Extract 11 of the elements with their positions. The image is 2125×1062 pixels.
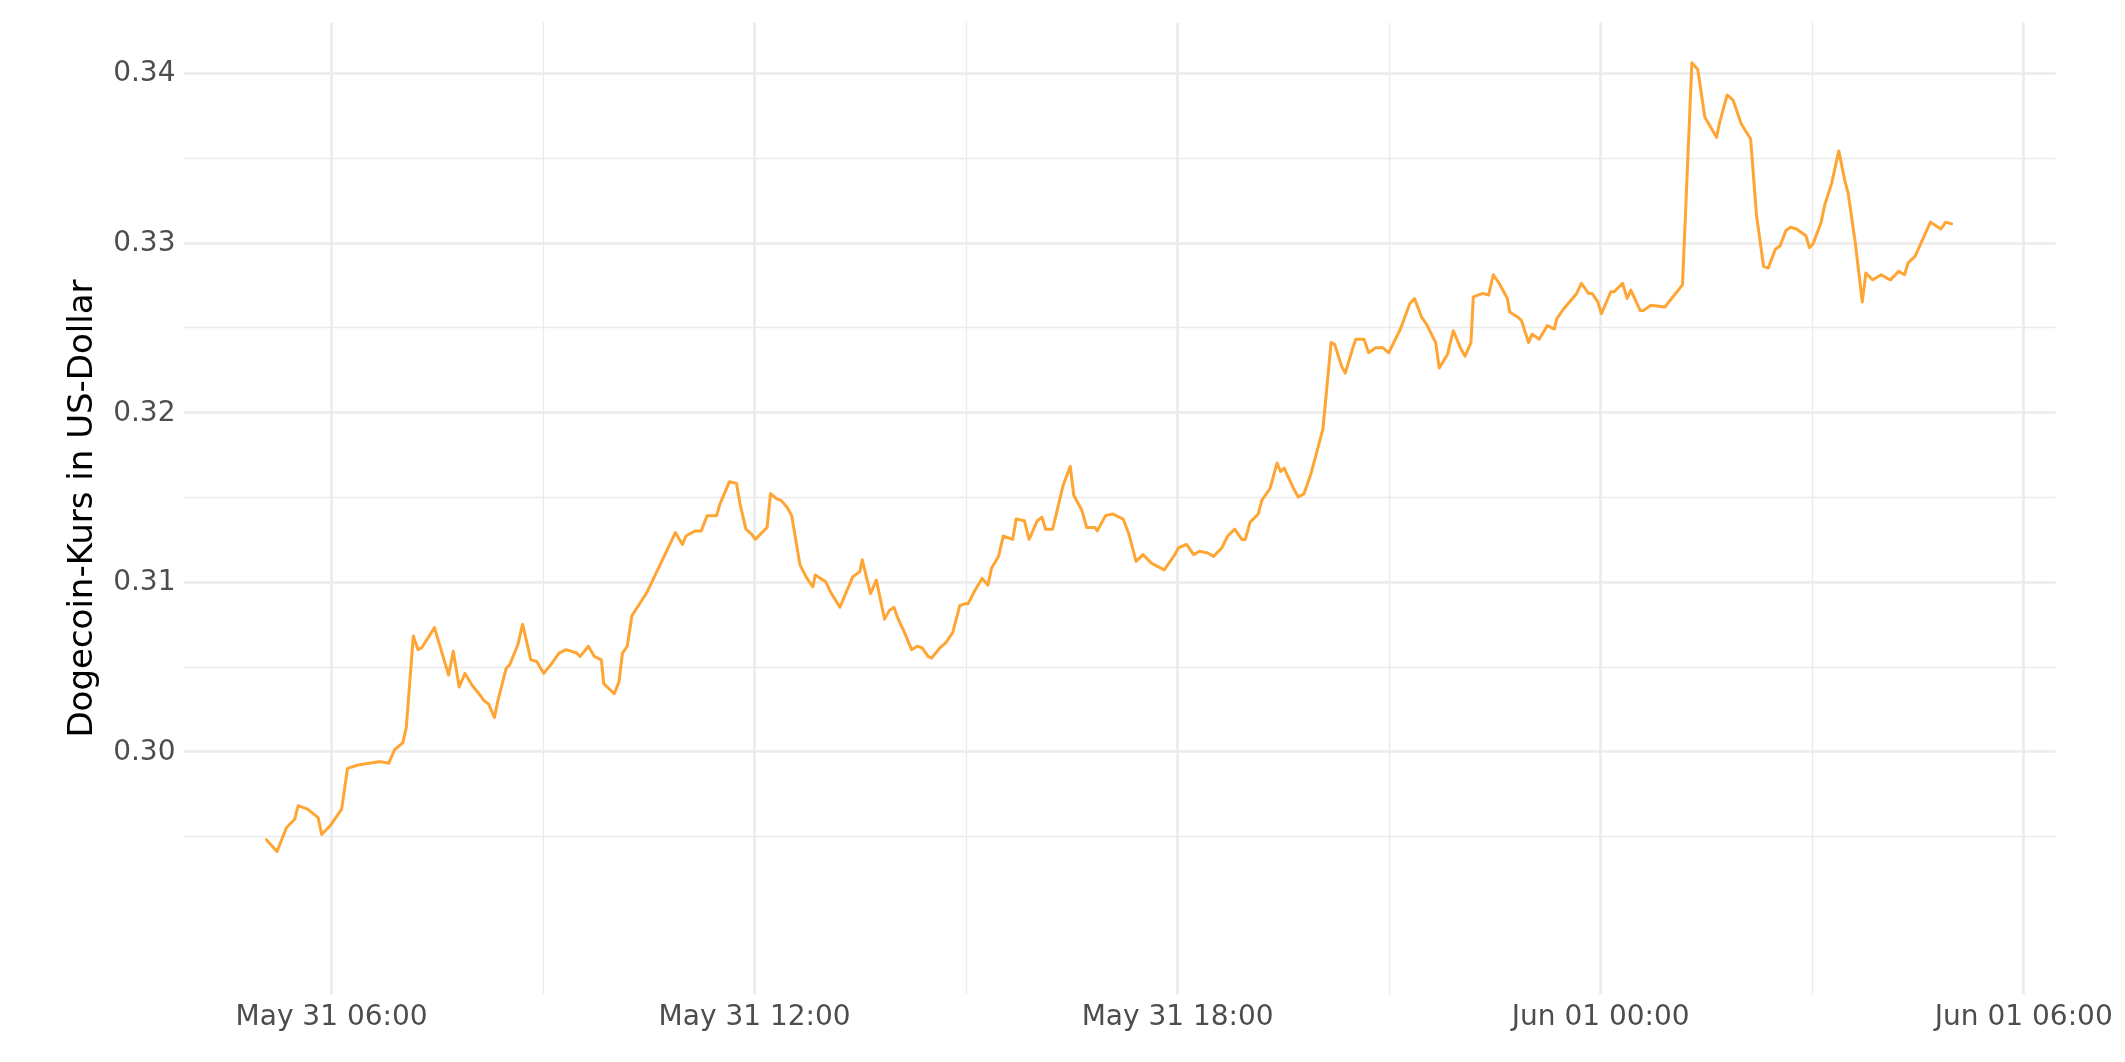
x-tick-label: Jun 01 06:00 xyxy=(1932,998,2113,1032)
y-tick-label: 0.30 xyxy=(113,733,176,767)
x-tick-label: May 31 06:00 xyxy=(235,998,428,1032)
y-axis-title: Dogecoin-Kurs in US-Dollar xyxy=(60,279,101,738)
x-tick-label: Jun 01 00:00 xyxy=(1509,998,1690,1032)
y-tick-label: 0.31 xyxy=(113,564,176,598)
y-tick-label: 0.32 xyxy=(113,394,176,428)
x-tick-label: May 31 12:00 xyxy=(658,998,851,1032)
x-tick-label: May 31 18:00 xyxy=(1081,998,1274,1032)
y-tick-label: 0.33 xyxy=(113,225,176,259)
y-tick-label: 0.34 xyxy=(113,55,176,89)
